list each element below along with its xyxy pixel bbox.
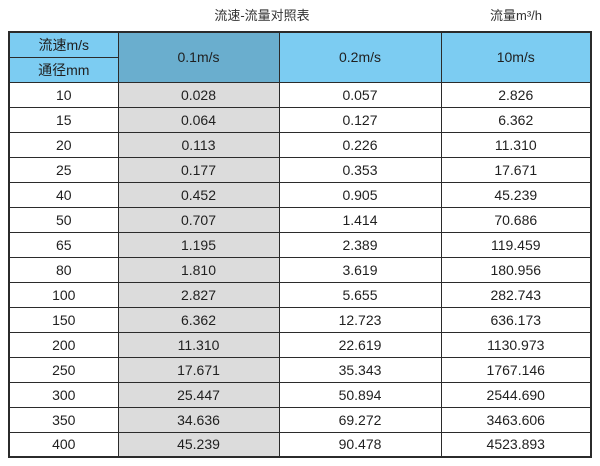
diameter-cell: 80 xyxy=(8,256,119,283)
value-cell-0-1ms: 25.447 xyxy=(117,381,280,408)
value-cell-0-1ms: 34.636 xyxy=(117,406,280,433)
table-row: 20 0.113 0.226 11.310 xyxy=(8,131,592,158)
value-cell-0-2ms: 22.619 xyxy=(278,331,442,358)
value-cell-0-1ms: 6.362 xyxy=(117,306,280,333)
value-cell-10ms: 11.310 xyxy=(440,131,592,158)
value-cell-0-1ms: 0.064 xyxy=(117,106,280,133)
table-header: 流速m/s 0.1m/s 0.2m/s 10m/s 通径mm xyxy=(8,31,592,83)
table-row: 250 17.671 35.343 1767.146 xyxy=(8,356,592,383)
value-cell-0-1ms: 1.810 xyxy=(117,256,280,283)
table-row: 80 1.810 3.619 180.956 xyxy=(8,256,592,283)
value-cell-0-2ms: 69.272 xyxy=(278,406,442,433)
flow-velocity-table: 流速m/s 0.1m/s 0.2m/s 10m/s 通径mm 10 0.028 … xyxy=(8,31,592,458)
value-cell-0-2ms: 0.127 xyxy=(278,106,442,133)
value-cell-10ms: 282.743 xyxy=(440,281,592,308)
value-cell-0-1ms: 2.827 xyxy=(117,281,280,308)
diameter-cell: 40 xyxy=(8,181,119,208)
value-cell-0-1ms: 0.028 xyxy=(117,81,280,108)
column-header-0-2ms: 0.2m/s xyxy=(278,31,442,83)
value-cell-0-2ms: 3.619 xyxy=(278,256,442,283)
value-cell-0-1ms: 0.452 xyxy=(117,181,280,208)
value-cell-0-2ms: 0.057 xyxy=(278,81,442,108)
value-cell-0-2ms: 35.343 xyxy=(278,356,442,383)
diameter-cell: 300 xyxy=(8,381,119,408)
diameter-cell: 150 xyxy=(8,306,119,333)
value-cell-0-1ms: 0.177 xyxy=(117,156,280,183)
value-cell-10ms: 180.956 xyxy=(440,256,592,283)
diameter-cell: 15 xyxy=(8,106,119,133)
value-cell-0-1ms: 1.195 xyxy=(117,231,280,258)
column-header-10ms: 10m/s xyxy=(440,31,592,83)
column-header-0-1ms: 0.1m/s xyxy=(117,31,280,83)
value-cell-0-1ms: 11.310 xyxy=(117,331,280,358)
value-cell-10ms: 119.459 xyxy=(440,231,592,258)
value-cell-0-2ms: 0.226 xyxy=(278,131,442,158)
table-row: 150 6.362 12.723 636.173 xyxy=(8,306,592,333)
diameter-cell: 250 xyxy=(8,356,119,383)
value-cell-0-1ms: 17.671 xyxy=(117,356,280,383)
value-cell-10ms: 636.173 xyxy=(440,306,592,333)
table-row: 25 0.177 0.353 17.671 xyxy=(8,156,592,183)
diameter-cell: 100 xyxy=(8,281,119,308)
table-row: 200 11.310 22.619 1130.973 xyxy=(8,331,592,358)
table-row: 65 1.195 2.389 119.459 xyxy=(8,231,592,258)
diameter-cell: 25 xyxy=(8,156,119,183)
table-row: 10 0.028 0.057 2.826 xyxy=(8,81,592,108)
value-cell-10ms: 2.826 xyxy=(440,81,592,108)
value-cell-0-2ms: 5.655 xyxy=(278,281,442,308)
value-cell-0-1ms: 45.239 xyxy=(117,431,280,458)
corner-velocity-label: 流速m/s xyxy=(8,31,119,58)
diameter-cell: 10 xyxy=(8,81,119,108)
value-cell-0-1ms: 0.707 xyxy=(117,206,280,233)
diameter-cell: 400 xyxy=(8,431,119,458)
value-cell-10ms: 45.239 xyxy=(440,181,592,208)
flow-unit-title: 流量m³/h xyxy=(489,8,543,23)
table-row: 300 25.447 50.894 2544.690 xyxy=(8,381,592,408)
table-row: 50 0.707 1.414 70.686 xyxy=(8,206,592,233)
value-cell-10ms: 17.671 xyxy=(440,156,592,183)
diameter-cell: 350 xyxy=(8,406,119,433)
value-cell-10ms: 1130.973 xyxy=(440,331,592,358)
diameter-cell: 65 xyxy=(8,231,119,258)
value-cell-10ms: 3463.606 xyxy=(440,406,592,433)
table-row: 15 0.064 0.127 6.362 xyxy=(8,106,592,133)
corner-diameter-label: 通径mm xyxy=(8,56,119,83)
header-row-bottom: 通径mm xyxy=(8,56,591,83)
value-cell-10ms: 70.686 xyxy=(440,206,592,233)
table-row: 400 45.239 90.478 4523.893 xyxy=(8,431,592,458)
value-cell-0-2ms: 2.389 xyxy=(278,231,442,258)
table-row: 350 34.636 69.272 3463.606 xyxy=(8,406,592,433)
value-cell-0-2ms: 90.478 xyxy=(278,431,442,458)
value-cell-0-1ms: 0.113 xyxy=(117,131,280,158)
value-cell-0-2ms: 50.894 xyxy=(278,381,442,408)
value-cell-10ms: 2544.690 xyxy=(440,381,592,408)
table-row: 40 0.452 0.905 45.239 xyxy=(8,181,592,208)
value-cell-10ms: 6.362 xyxy=(440,106,592,133)
value-cell-10ms: 1767.146 xyxy=(440,356,592,383)
diameter-cell: 50 xyxy=(8,206,119,233)
diameter-cell: 200 xyxy=(8,331,119,358)
table-body: 10 0.028 0.057 2.826 15 0.064 0.127 6.36… xyxy=(8,81,592,458)
value-cell-0-2ms: 12.723 xyxy=(278,306,442,333)
value-cell-0-2ms: 0.905 xyxy=(278,181,442,208)
value-cell-0-2ms: 0.353 xyxy=(278,156,442,183)
value-cell-10ms: 4523.893 xyxy=(440,431,592,458)
page-title: 流速-流量对照表 xyxy=(214,8,310,23)
value-cell-0-2ms: 1.414 xyxy=(278,206,442,233)
table-row: 100 2.827 5.655 282.743 xyxy=(8,281,592,308)
header-row-top: 流速m/s 0.1m/s 0.2m/s 10m/s xyxy=(8,31,592,83)
diameter-cell: 20 xyxy=(8,131,119,158)
